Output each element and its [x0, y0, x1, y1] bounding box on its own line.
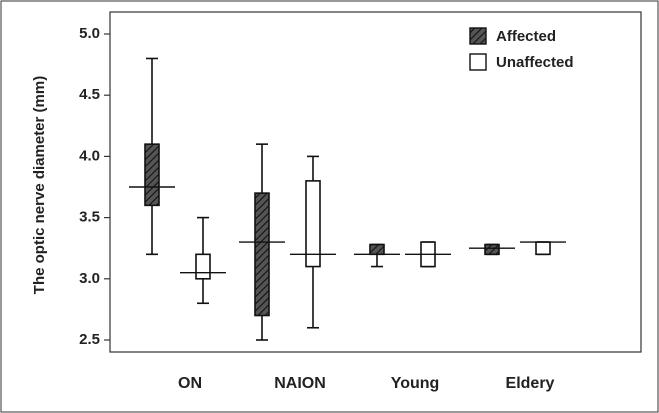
y-tick-label: 3.0 [79, 270, 100, 287]
y-axis-title: The optic nerve diameter (mm) [31, 76, 48, 294]
box-unaffected-eldery [520, 241, 566, 256]
x-category-label: Young [391, 375, 440, 392]
iqr-box [144, 143, 160, 207]
iqr-box [484, 243, 500, 256]
iqr-box [369, 243, 385, 256]
legend-label-unaffected: Unaffected [496, 54, 574, 71]
y-tick-label: 3.5 [79, 209, 100, 226]
box-affected-young [354, 243, 400, 268]
x-category-label: Eldery [506, 375, 555, 392]
iqr-box [535, 241, 551, 256]
y-axis: 2.5 3.0 3.5 4.0 4.5 5.0 [79, 25, 110, 348]
y-tick-label: 2.5 [79, 331, 100, 348]
iqr-box [254, 192, 270, 317]
box-affected-eldery [469, 243, 515, 256]
box-unaffected-naion [290, 155, 336, 329]
legend-swatch-unaffected [469, 53, 487, 71]
y-tick-label: 4.0 [79, 147, 100, 164]
legend-label-affected: Affected [496, 28, 556, 45]
legend: Affected Unaffected [469, 27, 574, 71]
y-tick-label: 4.5 [79, 86, 100, 103]
x-axis: ON NAION Young Eldery [178, 375, 555, 392]
box-unaffected-young [405, 241, 451, 268]
y-tick-label: 5.0 [79, 25, 100, 42]
x-category-label: ON [178, 375, 202, 392]
x-category-label: NAION [274, 375, 326, 392]
iqr-box [195, 253, 211, 280]
plot-area-frame [109, 11, 642, 353]
box-series-group [129, 57, 566, 341]
legend-swatch-affected [469, 27, 487, 45]
box-unaffected-on [180, 216, 226, 305]
iqr-box [305, 180, 321, 268]
box-affected-on [129, 57, 175, 256]
box-affected-naion [239, 143, 285, 341]
